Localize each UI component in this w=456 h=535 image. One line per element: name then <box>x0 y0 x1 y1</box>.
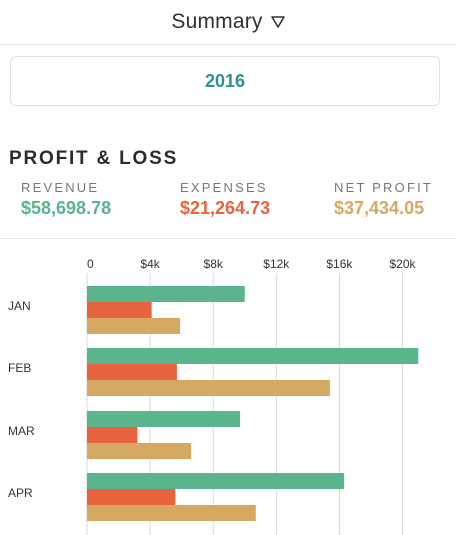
monthly-bar-chart: 0 $4k $8k $12k $16k $20k JAN FEB MAR APR <box>8 257 419 535</box>
section-title: PROFIT & LOSS <box>9 148 179 169</box>
summary-header[interactable]: Summary <box>0 0 456 45</box>
bar-mar-0[interactable] <box>87 411 241 427</box>
net-profit-value: $37,434.05 <box>334 198 425 218</box>
net-profit-metric: NET PROFIT $37,434.05 <box>334 180 433 219</box>
bar-feb-1[interactable] <box>87 364 177 380</box>
expenses-metric: EXPENSES $21,264.73 <box>180 180 270 219</box>
x-tick-label: $20k <box>389 257 416 271</box>
net-profit-label: NET PROFIT <box>334 180 434 195</box>
category-label: JAN <box>8 299 31 313</box>
expenses-label: EXPENSES <box>180 180 268 195</box>
bar-apr-0[interactable] <box>87 473 345 489</box>
expenses-value: $21,264.73 <box>180 198 271 218</box>
bar-mar-1[interactable] <box>87 427 138 443</box>
x-tick-label: $4k <box>140 257 160 271</box>
bar-jan-2[interactable] <box>87 318 181 334</box>
bar-mar-2[interactable] <box>87 443 192 459</box>
year-selector[interactable]: 2016 <box>10 56 440 106</box>
section-divider <box>0 238 456 239</box>
x-tick-label: $8k <box>204 257 224 271</box>
bar-feb-0[interactable] <box>87 348 419 364</box>
revenue-metric: REVENUE $58,698.78 <box>21 180 111 219</box>
bar-jan-1[interactable] <box>87 302 152 318</box>
x-tick-label: $12k <box>263 257 290 271</box>
revenue-label: REVENUE <box>21 180 100 195</box>
page-title: Summary <box>171 10 263 33</box>
x-tick-label: $16k <box>326 257 353 271</box>
x-tick-label: 0 <box>87 257 94 271</box>
bar-apr-2[interactable] <box>87 505 256 521</box>
category-label: FEB <box>8 361 31 375</box>
bar-feb-2[interactable] <box>87 380 330 396</box>
category-label: APR <box>8 486 33 500</box>
triangle-down-icon[interactable] <box>270 16 285 28</box>
bar-jan-0[interactable] <box>87 286 245 302</box>
year-value: 2016 <box>204 70 246 91</box>
category-label: MAR <box>8 424 35 438</box>
bar-apr-1[interactable] <box>87 489 176 505</box>
revenue-value: $58,698.78 <box>21 198 112 218</box>
